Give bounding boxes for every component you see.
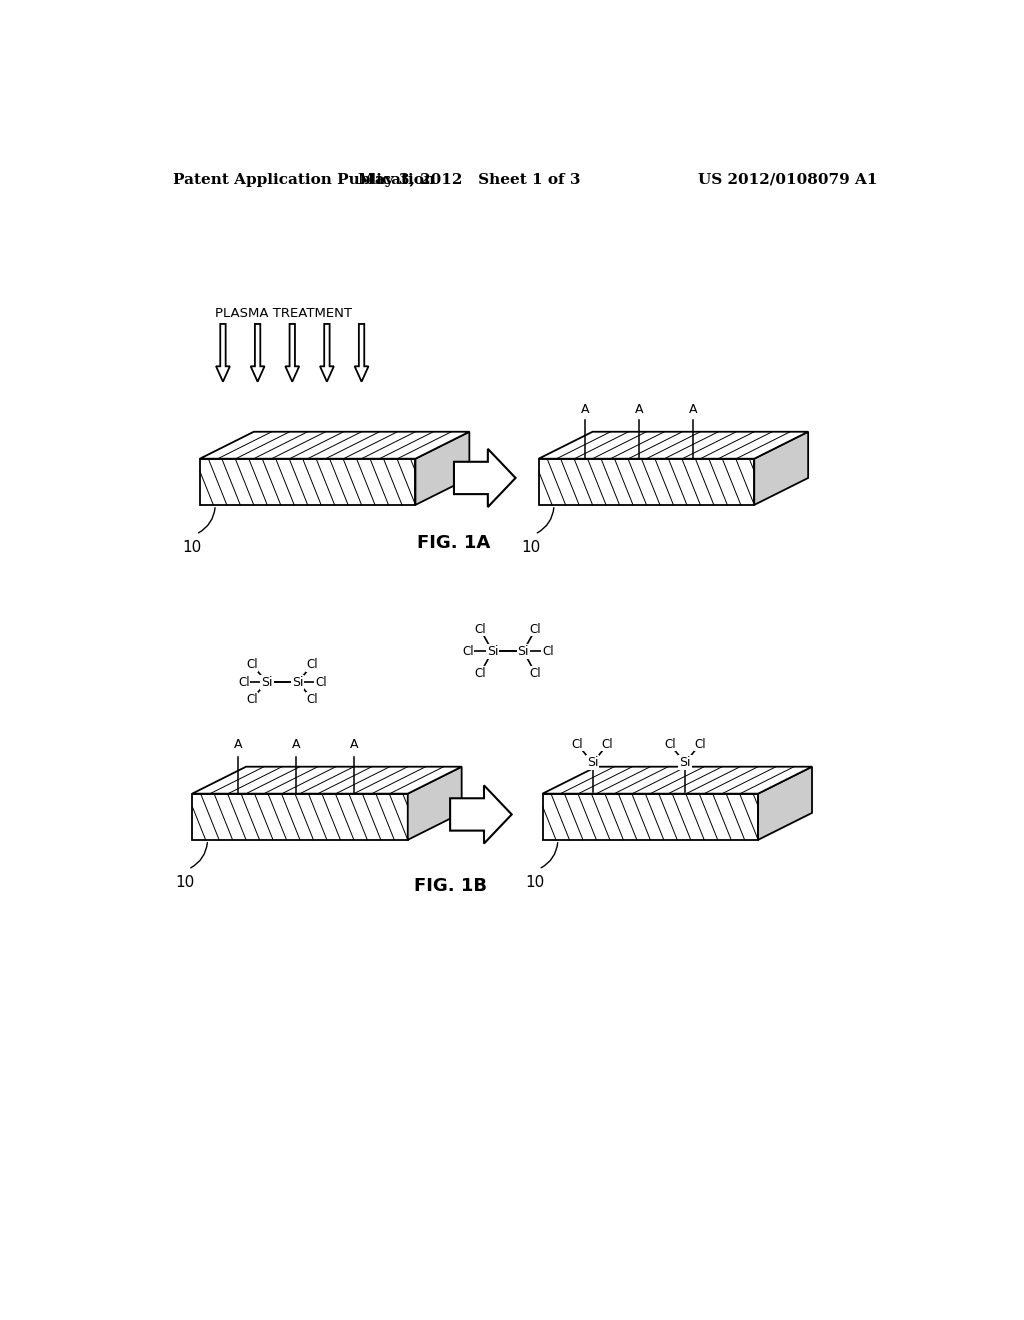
Text: PLASMA TREATMENT: PLASMA TREATMENT xyxy=(215,308,352,321)
Text: Cl: Cl xyxy=(307,693,318,706)
Polygon shape xyxy=(200,432,469,459)
Text: A: A xyxy=(234,738,243,751)
Polygon shape xyxy=(543,767,812,793)
Polygon shape xyxy=(216,323,230,381)
Text: Si: Si xyxy=(292,676,303,689)
Text: Cl: Cl xyxy=(474,667,486,680)
Text: Cl: Cl xyxy=(462,644,474,657)
Text: 10: 10 xyxy=(525,875,545,890)
Text: A: A xyxy=(581,404,589,416)
Text: Cl: Cl xyxy=(307,659,318,671)
Polygon shape xyxy=(755,432,808,506)
Text: Cl: Cl xyxy=(665,738,676,751)
Text: Cl: Cl xyxy=(238,676,250,689)
Text: A: A xyxy=(688,404,697,416)
Polygon shape xyxy=(408,767,462,840)
Text: A: A xyxy=(635,404,643,416)
Text: A: A xyxy=(349,738,358,751)
Polygon shape xyxy=(543,793,758,840)
Text: 10: 10 xyxy=(521,540,541,556)
Polygon shape xyxy=(193,793,408,840)
Text: Cl: Cl xyxy=(529,667,542,680)
Text: Si: Si xyxy=(486,644,499,657)
Polygon shape xyxy=(286,323,299,381)
Polygon shape xyxy=(539,432,808,459)
Polygon shape xyxy=(454,449,515,507)
Text: Cl: Cl xyxy=(542,644,554,657)
Text: FIG. 1A: FIG. 1A xyxy=(418,535,490,552)
Text: Si: Si xyxy=(261,676,272,689)
Text: 10: 10 xyxy=(175,875,195,890)
Polygon shape xyxy=(416,432,469,506)
Text: FIG. 1B: FIG. 1B xyxy=(414,876,486,895)
Text: Cl: Cl xyxy=(474,623,486,635)
Polygon shape xyxy=(758,767,812,840)
Polygon shape xyxy=(451,785,512,843)
Polygon shape xyxy=(319,323,334,381)
Text: 10: 10 xyxy=(182,540,202,556)
Text: Cl: Cl xyxy=(246,693,258,706)
Text: US 2012/0108079 A1: US 2012/0108079 A1 xyxy=(698,173,878,187)
Polygon shape xyxy=(354,323,369,381)
Text: Patent Application Publication: Patent Application Publication xyxy=(173,173,435,187)
Polygon shape xyxy=(539,459,755,506)
Text: Cl: Cl xyxy=(694,738,706,751)
Text: Cl: Cl xyxy=(315,676,327,689)
Text: Cl: Cl xyxy=(602,738,613,751)
Text: Si: Si xyxy=(517,644,529,657)
Text: Cl: Cl xyxy=(246,659,258,671)
Text: Cl: Cl xyxy=(571,738,584,751)
Text: Si: Si xyxy=(587,756,598,770)
Polygon shape xyxy=(251,323,264,381)
Text: Cl: Cl xyxy=(529,623,542,635)
Polygon shape xyxy=(193,767,462,793)
Text: May 3, 2012   Sheet 1 of 3: May 3, 2012 Sheet 1 of 3 xyxy=(358,173,581,187)
Text: A: A xyxy=(292,738,300,751)
Text: Si: Si xyxy=(679,756,691,770)
Polygon shape xyxy=(200,459,416,506)
